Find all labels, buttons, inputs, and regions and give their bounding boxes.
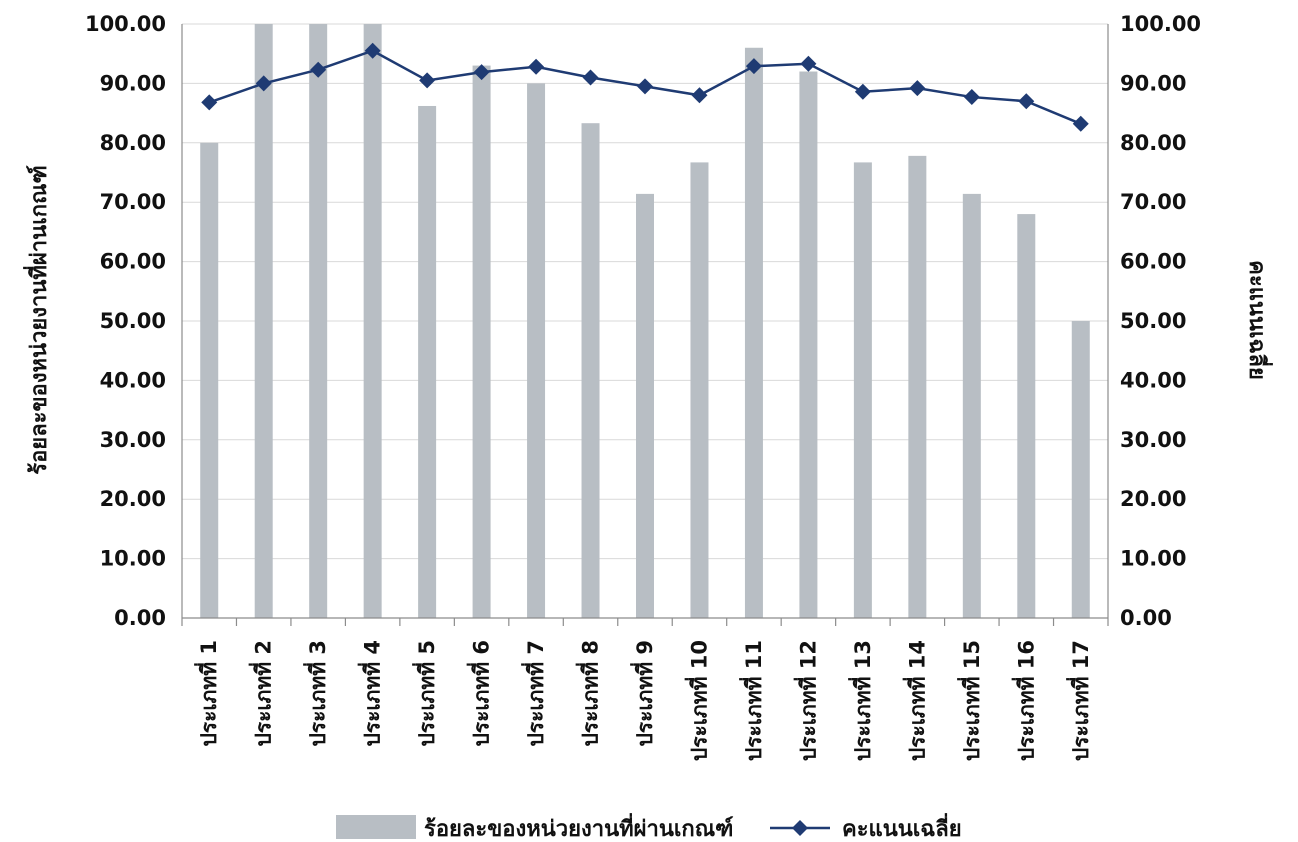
bar: [908, 155, 927, 619]
y2-tick-label: 10.00: [1120, 547, 1186, 571]
line-point: [473, 64, 490, 81]
line-point: [1072, 115, 1089, 132]
y-tick-label: 30.00: [100, 428, 166, 452]
category-label: ประเภทที่ 11: [738, 640, 766, 761]
y-tick-label: 100.00: [85, 12, 166, 36]
category-label: ประเภทที่ 7: [520, 640, 548, 747]
line-point: [528, 58, 545, 75]
y2-tick-label: 90.00: [1120, 71, 1186, 95]
category-label: ประเภทที่ 2: [248, 640, 276, 747]
category-label: ประเภทที่ 16: [1010, 640, 1038, 761]
category-label: ประเภทที่ 1: [193, 640, 221, 747]
y-tick-label: 90.00: [100, 71, 166, 95]
y-tick-label: 40.00: [100, 368, 166, 392]
axes: [181, 24, 1109, 626]
bar: [744, 47, 763, 618]
bar: [962, 193, 981, 618]
y2-tick-label: 50.00: [1120, 309, 1186, 333]
category-label: ประเภทที่ 6: [466, 640, 494, 747]
category-label: ประเภทที่ 15: [956, 640, 984, 761]
bar: [581, 123, 600, 618]
line-point: [310, 61, 327, 78]
y-tick-label: 0.00: [114, 606, 166, 630]
line-point: [201, 94, 218, 111]
legend-bar-swatch: [336, 815, 416, 839]
y2-tick-label: 70.00: [1120, 190, 1186, 214]
legend-bar-label: ร้อยละของหน่วยงานที่ผ่านเกณฑ์: [424, 812, 733, 842]
category-label: ประเภทที่ 17: [1065, 640, 1093, 761]
bar: [636, 193, 654, 618]
y-tick-label: 60.00: [100, 250, 166, 274]
bar: [363, 24, 382, 618]
y-tick-label: 50.00: [100, 309, 166, 333]
y2-tick-label: 0.00: [1120, 606, 1172, 630]
category-label: ประเภทที่ 10: [683, 640, 711, 761]
bar: [254, 24, 273, 618]
line-point: [800, 55, 817, 72]
tick-labels: 0.00 0.00 10.00 10.00 20.00 20.00 30.00 30.00 40…: [85, 12, 1201, 630]
category-label: ประเภทที่ 14: [901, 640, 929, 761]
bar: [527, 83, 546, 618]
y2-axis-title: คะแนนเฉลี่ย: [1244, 260, 1274, 380]
line-point: [963, 89, 980, 106]
bar: [690, 162, 709, 619]
y2-tick-label: 30.00: [1120, 428, 1186, 452]
line-series: [201, 42, 1089, 132]
category-label: ประเภทที่ 8: [575, 640, 603, 747]
y2-tick-label: 60.00: [1120, 250, 1186, 274]
y2-tick-label: 80.00: [1120, 131, 1186, 155]
category-label: ประเภทที่ 4: [357, 640, 385, 747]
category-label: ประเภทที่ 13: [847, 640, 875, 761]
legend: ร้อยละของหน่วยงานที่ผ่านเกณฑ์ คะแนนเฉลี่…: [336, 812, 962, 842]
y-tick-label: 10.00: [100, 547, 166, 571]
category-label: ประเภทที่ 12: [792, 640, 820, 761]
y-tick-label: 70.00: [100, 190, 166, 214]
line-point: [419, 72, 436, 89]
y2-tick-label: 20.00: [1120, 487, 1186, 511]
line-point: [255, 75, 272, 92]
y2-tick-label: 100.00: [1120, 12, 1201, 36]
line-point: [909, 80, 926, 97]
legend-line-label: คะแนนเฉลี่ย: [842, 812, 962, 842]
category-labels: ประเภทที่ 1 ประเภทที่ 2 ประเภทที่ 3 ประเภทท…: [193, 640, 1093, 761]
line-point: [364, 42, 381, 59]
y-tick-label: 80.00: [100, 131, 166, 155]
line-point: [582, 69, 599, 86]
bar: [309, 24, 328, 618]
line-point: [854, 83, 871, 100]
bar-series: [200, 24, 1090, 619]
y-tick-label: 20.00: [100, 487, 166, 511]
y2-tick-label: 40.00: [1120, 368, 1186, 392]
line-point: [745, 58, 762, 75]
line-point: [691, 87, 708, 104]
bar: [1017, 214, 1036, 618]
line-point: [1018, 93, 1035, 110]
category-label: ประเภทที่ 5: [411, 640, 439, 747]
bar: [472, 65, 491, 618]
category-label: ประเภทที่ 3: [302, 640, 330, 747]
bar: [853, 162, 872, 619]
bar: [418, 105, 437, 619]
bar: [1071, 321, 1090, 618]
line-point: [637, 78, 653, 95]
category-label: ประเภทที่ 9: [629, 640, 657, 747]
y-axis-title: ร้อยละของหน่วยงานที่ผ่านเกณฑ์: [22, 165, 52, 474]
bar: [799, 71, 818, 618]
legend-line-marker: [792, 820, 808, 836]
bar: [200, 142, 219, 619]
